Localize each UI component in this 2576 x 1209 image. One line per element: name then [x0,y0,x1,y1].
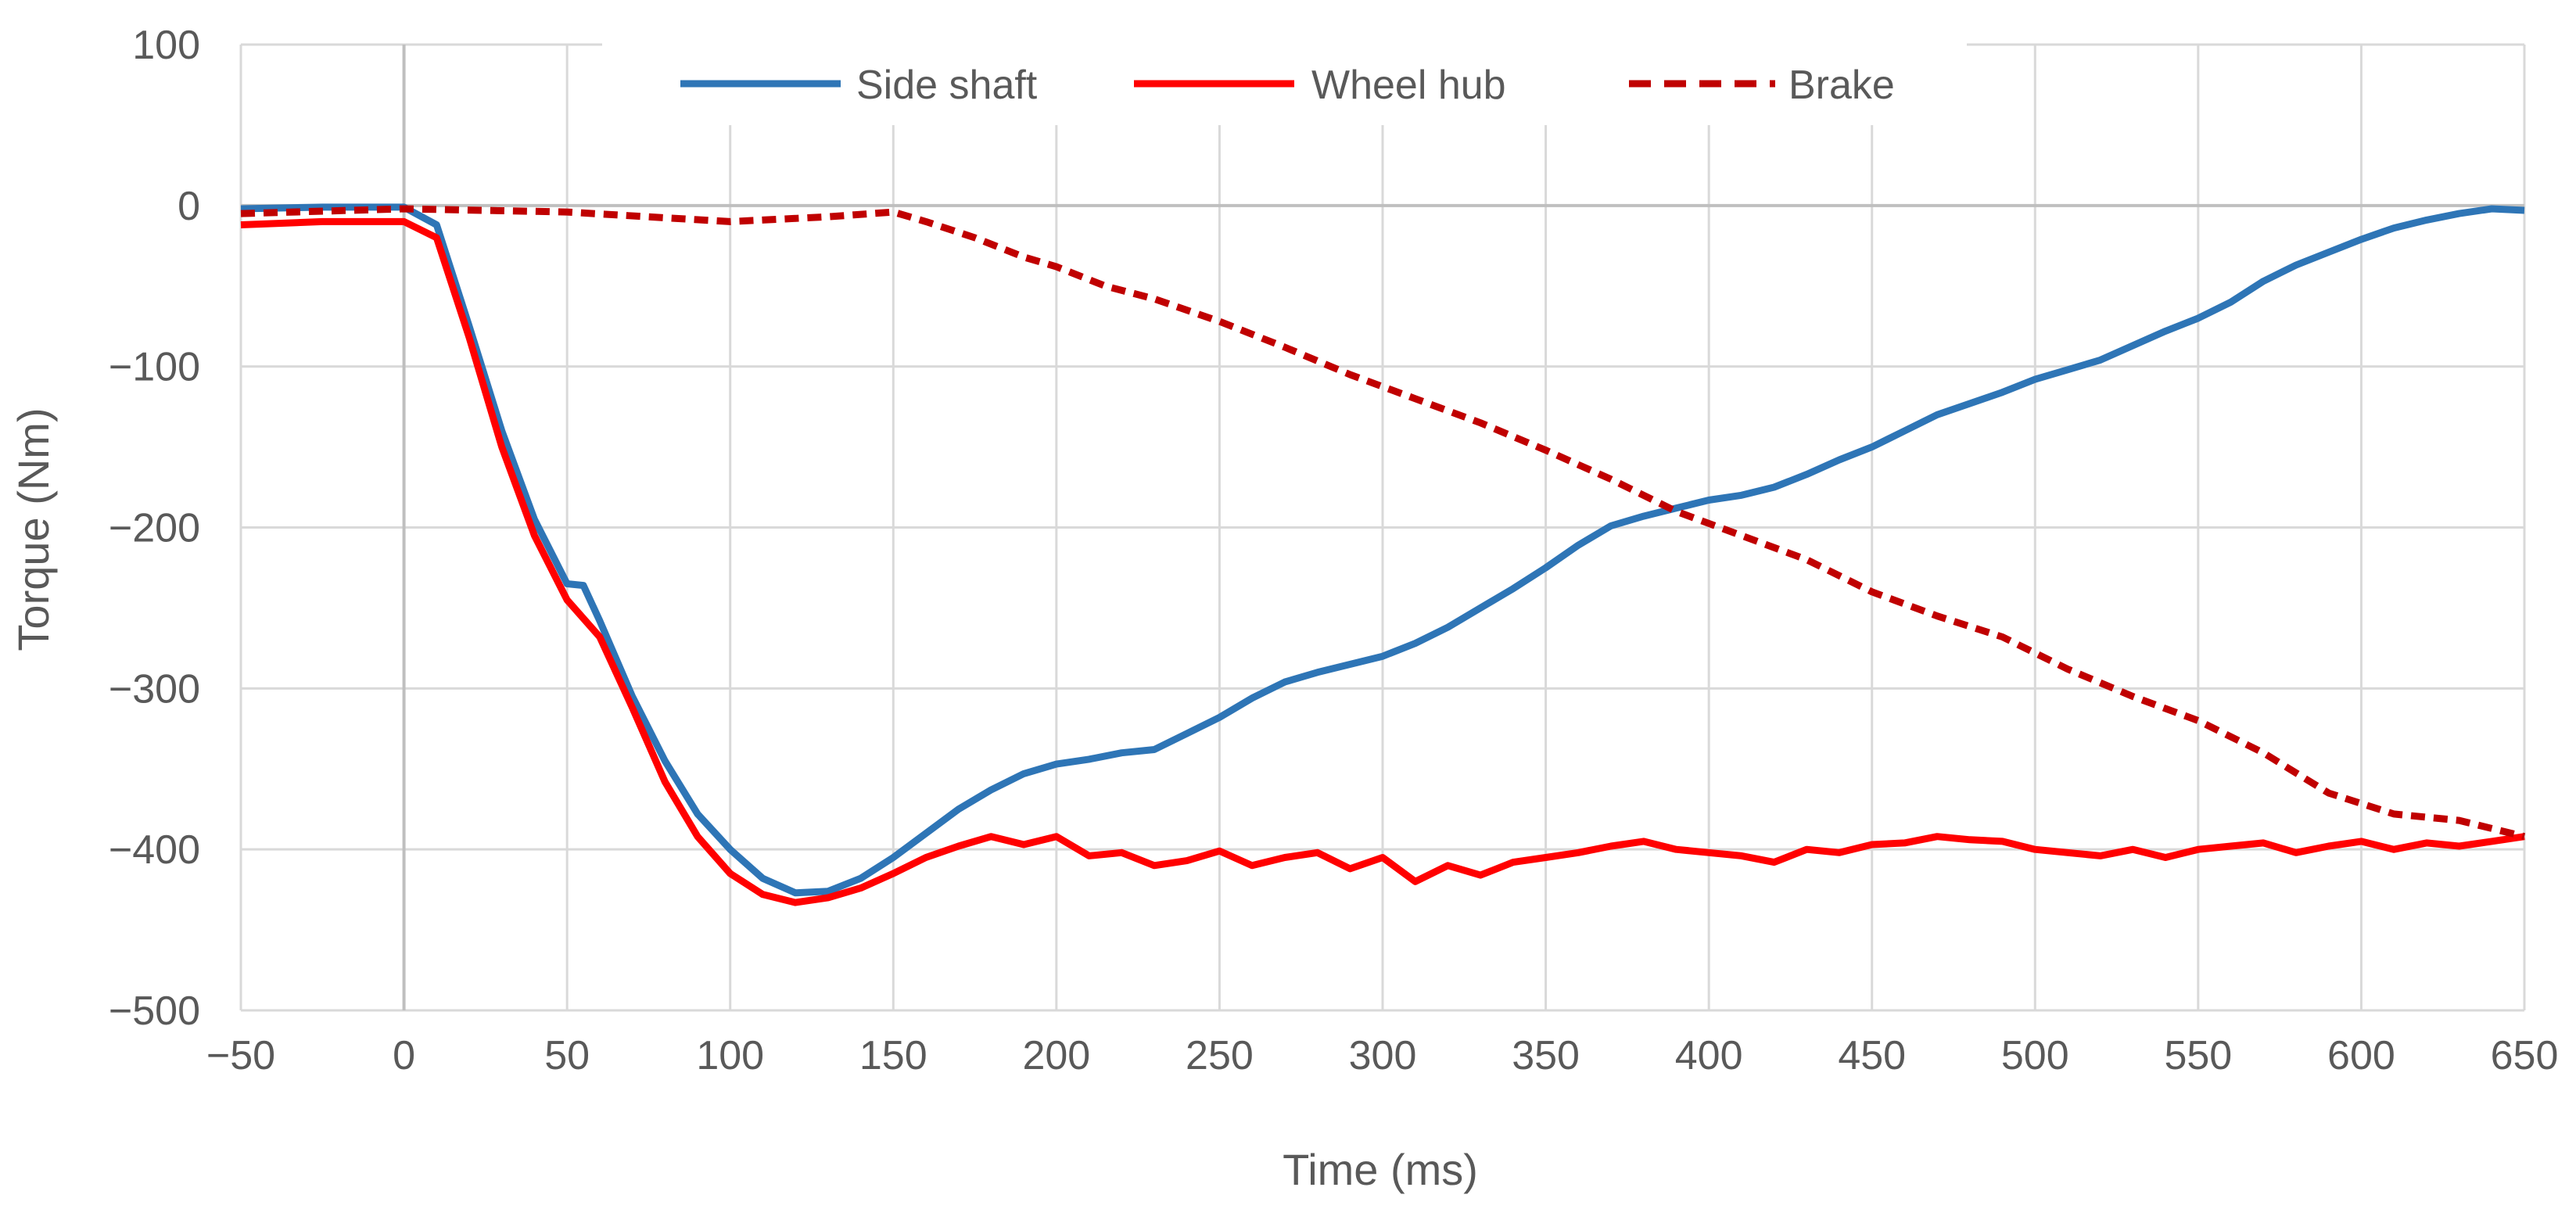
x-tick-label: 50 [544,1033,590,1078]
x-tick-label: −50 [206,1033,275,1078]
x-tick-label: 100 [696,1033,764,1078]
x-tick-label: 0 [393,1033,415,1078]
legend: Side shaft Wheel hub Brake [602,39,1967,125]
legend-label-brake: Brake [1788,63,1895,108]
x-tick-label: 600 [2327,1033,2395,1078]
y-axis-title: Torque (Nm) [9,407,58,651]
y-tick-label: −400 [109,827,200,873]
legend-label-wheel-hub: Wheel hub [1311,63,1506,108]
x-tick-label: 250 [1186,1033,1254,1078]
x-tick-label: 450 [1838,1033,1906,1078]
series-lines [240,203,2526,906]
x-tick-label: 200 [1022,1033,1090,1078]
y-tick-label: −300 [109,666,200,712]
y-tick-label: −500 [109,988,200,1034]
y-tick-label: 100 [132,23,200,68]
series-line-wheel-hub [240,217,2525,906]
x-tick-label: 550 [2164,1033,2232,1078]
x-tick-label: 150 [859,1033,927,1078]
series-line-brake [240,205,2526,841]
y-tick-label: 0 [178,184,200,229]
x-axis-title: Time (ms) [1283,1145,1478,1194]
x-tick-label: 500 [2001,1033,2069,1078]
x-tick-label: 300 [1349,1033,1417,1078]
x-tick-label: 650 [2491,1033,2559,1078]
series-line-side-shaft [240,203,2525,897]
y-tick-label: −200 [109,506,200,551]
y-tick-label: −100 [109,345,200,390]
legend-label-side-shaft: Side shaft [856,63,1038,108]
tick-labels: −50 0 50 100 150 200 250 300 350 400 450 500 550 600 6… [109,23,2559,1078]
x-tick-label: 400 [1675,1033,1743,1078]
x-tick-label: 350 [1512,1033,1580,1078]
